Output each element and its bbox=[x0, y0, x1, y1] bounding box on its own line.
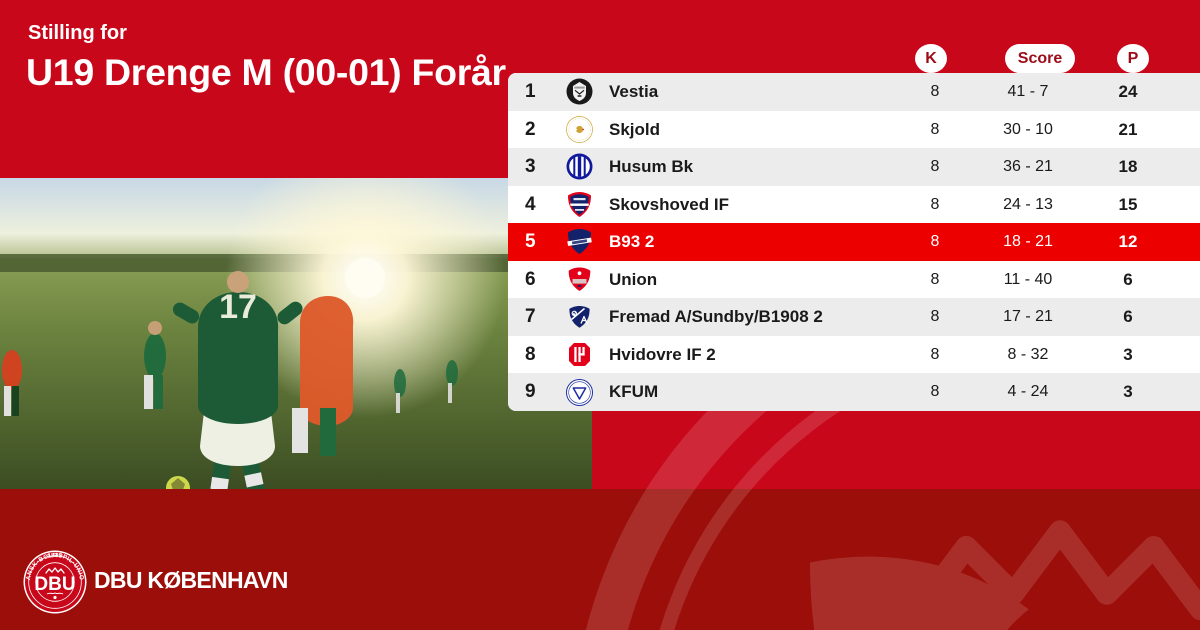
svg-text:17: 17 bbox=[219, 288, 257, 326]
svg-text:DBU: DBU bbox=[34, 574, 75, 595]
